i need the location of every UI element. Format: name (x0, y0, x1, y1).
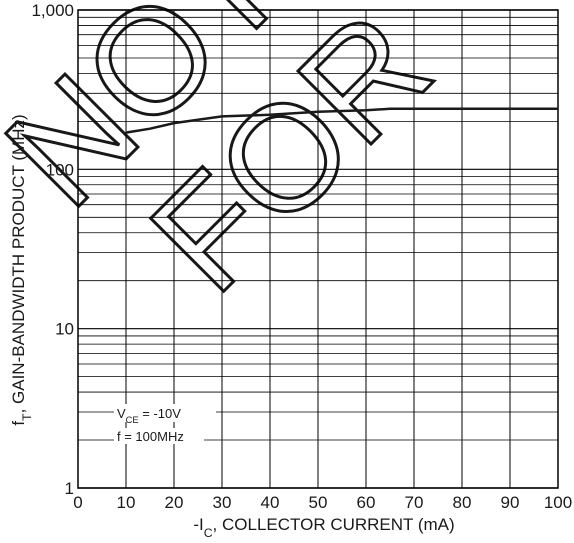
y-tick-label: 100 (46, 160, 74, 179)
annotation-freq: f = 100MHz (117, 429, 184, 444)
anno-bg (114, 404, 216, 422)
x-tick-label: 40 (261, 493, 280, 512)
plot-frame (77, 9, 559, 489)
axis-titles: -IC, COLLECTOR CURRENT (mA) fT, GAIN-BAND… (9, 114, 455, 540)
x-tick-label: 70 (405, 493, 424, 512)
x-tick-label: 10 (117, 493, 136, 512)
y-axis-title: fT, GAIN-BANDWIDTH PRODUCT (MHz) (9, 114, 34, 425)
x-tick-label: 20 (165, 493, 184, 512)
x-tick-label: 90 (501, 493, 520, 512)
x-tick-label: 80 (453, 493, 472, 512)
annotations: VCE = -10V f = 100MHz (114, 404, 216, 444)
annotation-vce: VCE = -10V (117, 406, 181, 425)
x-tick-label: 60 (357, 493, 376, 512)
series (125, 107, 558, 134)
x-tick-label: 50 (309, 493, 328, 512)
x-tick-label: 0 (73, 493, 82, 512)
x-axis-title: -IC, COLLECTOR CURRENT (mA) (193, 515, 454, 540)
anno-bg (114, 428, 204, 444)
y-tick-label: 1 (65, 479, 74, 498)
x-tick-label: 100 (544, 493, 572, 512)
y-tick-label: 10 (55, 320, 74, 339)
x-tick-label: 30 (213, 493, 232, 512)
grid (77, 9, 559, 489)
series-line (125, 107, 558, 134)
y-tick-label: 1,000 (31, 1, 74, 20)
